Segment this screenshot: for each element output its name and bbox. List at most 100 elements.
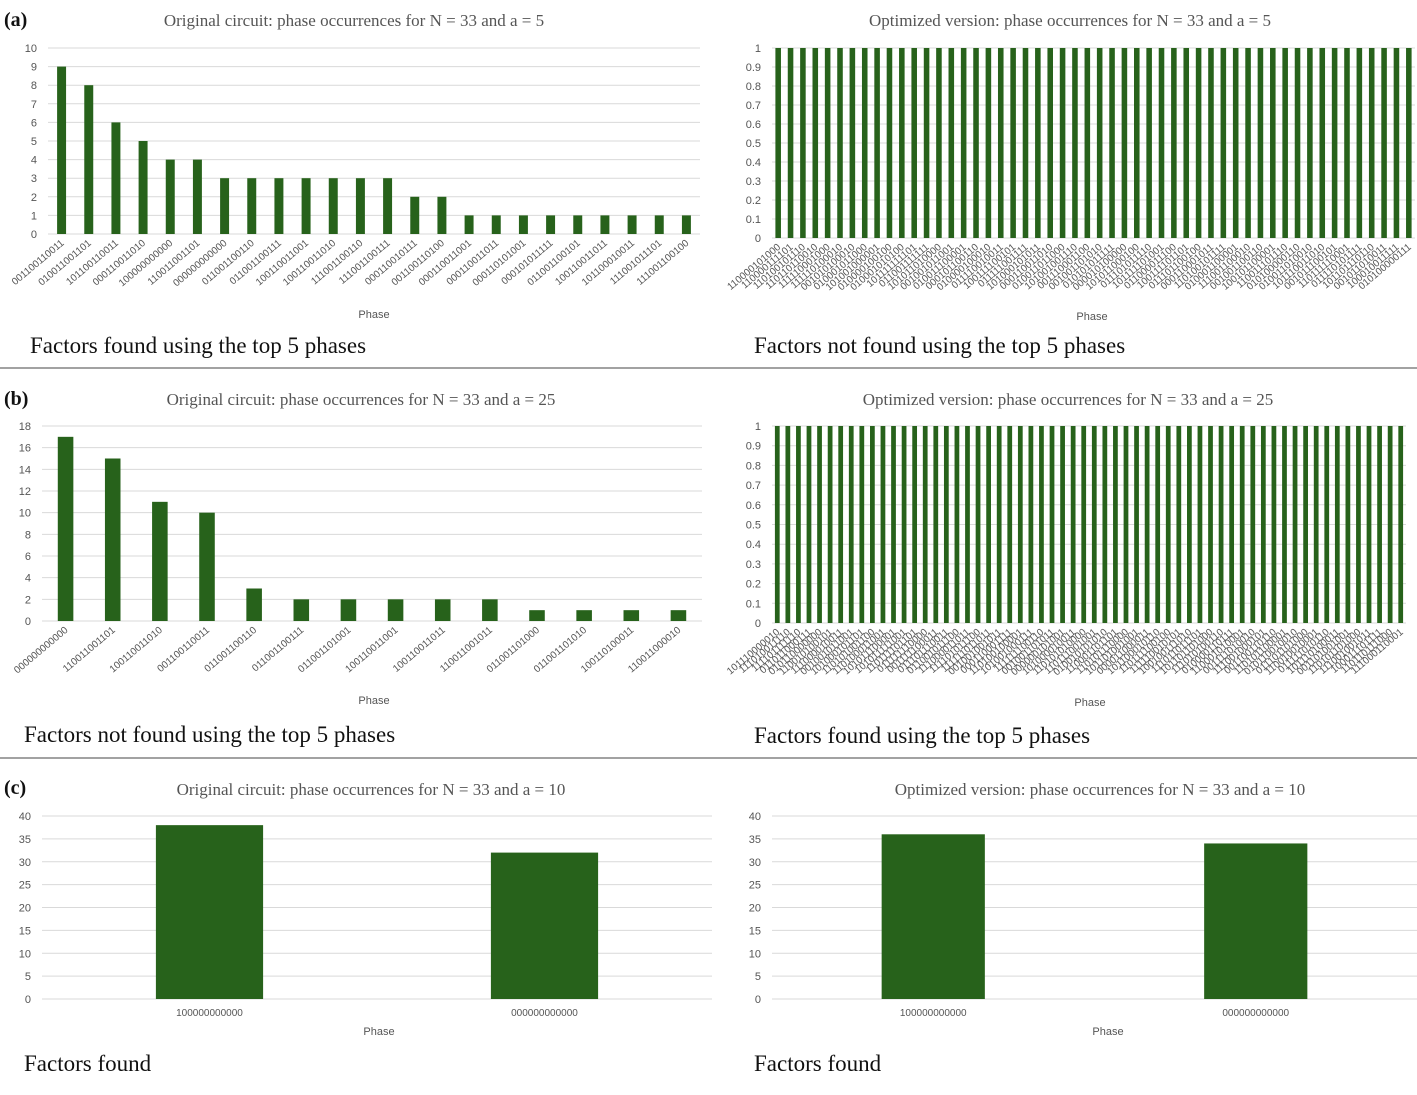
bar <box>220 178 230 234</box>
x-axis-label: Phase <box>1074 697 1105 709</box>
bar <box>986 426 991 623</box>
bar <box>1356 426 1361 623</box>
bar <box>1096 48 1103 238</box>
bar <box>785 426 791 623</box>
y-tick-label: 1 <box>31 210 37 222</box>
bar <box>1035 48 1041 238</box>
bar <box>1208 426 1213 623</box>
caption-c-left: Factors found <box>24 1051 152 1076</box>
y-tick-label: 40 <box>749 811 761 823</box>
bar <box>518 215 528 234</box>
y-tick-label: 4 <box>25 573 31 585</box>
bar <box>943 426 949 623</box>
bar <box>1345 426 1351 623</box>
bar <box>1218 426 1224 623</box>
bar <box>1144 426 1150 623</box>
bar <box>954 426 960 623</box>
y-tick-label: 10 <box>19 948 31 960</box>
bar <box>1393 48 1400 238</box>
bar <box>1072 48 1078 238</box>
y-tick-label: 0.9 <box>746 62 761 74</box>
bar <box>1007 426 1013 623</box>
y-tick-label: 2 <box>25 594 31 606</box>
bar <box>482 599 498 621</box>
bar <box>1387 426 1393 623</box>
y-tick-label: 0.1 <box>746 214 761 226</box>
bar <box>973 48 979 238</box>
bar <box>838 426 844 623</box>
bar <box>464 215 474 234</box>
bar <box>948 48 955 238</box>
bar <box>1331 48 1338 238</box>
bar <box>670 610 687 621</box>
y-tick-label: 0.9 <box>746 441 761 453</box>
y-tick-label: 2 <box>31 192 37 204</box>
bar <box>165 159 175 234</box>
chart-title: Original circuit: phase occurrences for … <box>167 390 556 409</box>
bar <box>1070 426 1076 623</box>
bar <box>1250 426 1256 623</box>
bar <box>1294 48 1301 238</box>
chart-p1c0: Original circuit: phase occurrences for … <box>12 390 702 707</box>
caption-c-right: Factors found <box>754 1051 882 1076</box>
y-tick-label: 40 <box>19 811 31 823</box>
bar <box>1377 426 1382 623</box>
bar <box>1123 426 1129 623</box>
y-tick-label: 30 <box>19 857 31 869</box>
bar <box>199 512 215 621</box>
bar <box>1204 843 1308 999</box>
chart-title: Original circuit: phase occurrences for … <box>164 11 544 30</box>
bar <box>573 215 583 234</box>
bar <box>491 215 501 234</box>
bar <box>627 215 637 234</box>
y-tick-label: 3 <box>31 173 37 185</box>
bar <box>812 48 819 238</box>
bar <box>891 426 896 623</box>
y-tick-label: 1 <box>755 43 761 55</box>
bar <box>1049 426 1055 623</box>
bar <box>654 215 664 234</box>
bar <box>1134 426 1139 623</box>
x-tick-label: 000000000000 <box>1222 1008 1289 1019</box>
bar <box>301 178 311 234</box>
bar <box>1334 426 1340 623</box>
y-tick-label: 10 <box>19 508 31 520</box>
bar <box>1220 48 1227 238</box>
chart-title: Optimized version: phase occurrences for… <box>895 780 1306 799</box>
bar <box>1017 426 1023 623</box>
y-tick-label: 12 <box>19 486 31 498</box>
bar <box>152 501 168 621</box>
bar <box>1081 426 1087 623</box>
y-tick-label: 0.6 <box>746 500 761 512</box>
bar <box>817 426 822 623</box>
bar <box>1113 426 1118 623</box>
bar <box>1245 48 1251 238</box>
bar <box>824 48 831 238</box>
x-tick-label: 000000000000 <box>511 1008 578 1019</box>
bar <box>996 426 1002 623</box>
y-tick-label: 0.7 <box>746 100 761 112</box>
bar <box>1059 48 1066 238</box>
bar <box>997 48 1004 238</box>
bar <box>774 426 780 623</box>
x-tick-label: 100000000000 <box>900 1008 967 1019</box>
y-tick-label: 0.2 <box>746 195 761 207</box>
bar <box>1060 426 1065 623</box>
y-tick-label: 0.6 <box>746 119 761 131</box>
bar <box>870 426 875 623</box>
bar <box>529 610 545 621</box>
bar <box>490 852 599 999</box>
bar <box>800 48 806 238</box>
bar <box>681 215 691 234</box>
bar <box>874 48 880 238</box>
bar <box>1319 48 1326 238</box>
bar <box>1356 48 1363 238</box>
bar <box>437 196 447 234</box>
y-tick-label: 6 <box>31 117 37 129</box>
y-tick-label: 20 <box>749 903 761 915</box>
y-tick-label: 0.2 <box>746 579 761 591</box>
y-tick-label: 0.5 <box>746 520 761 532</box>
bar <box>1121 48 1128 238</box>
y-tick-label: 10 <box>25 43 37 55</box>
